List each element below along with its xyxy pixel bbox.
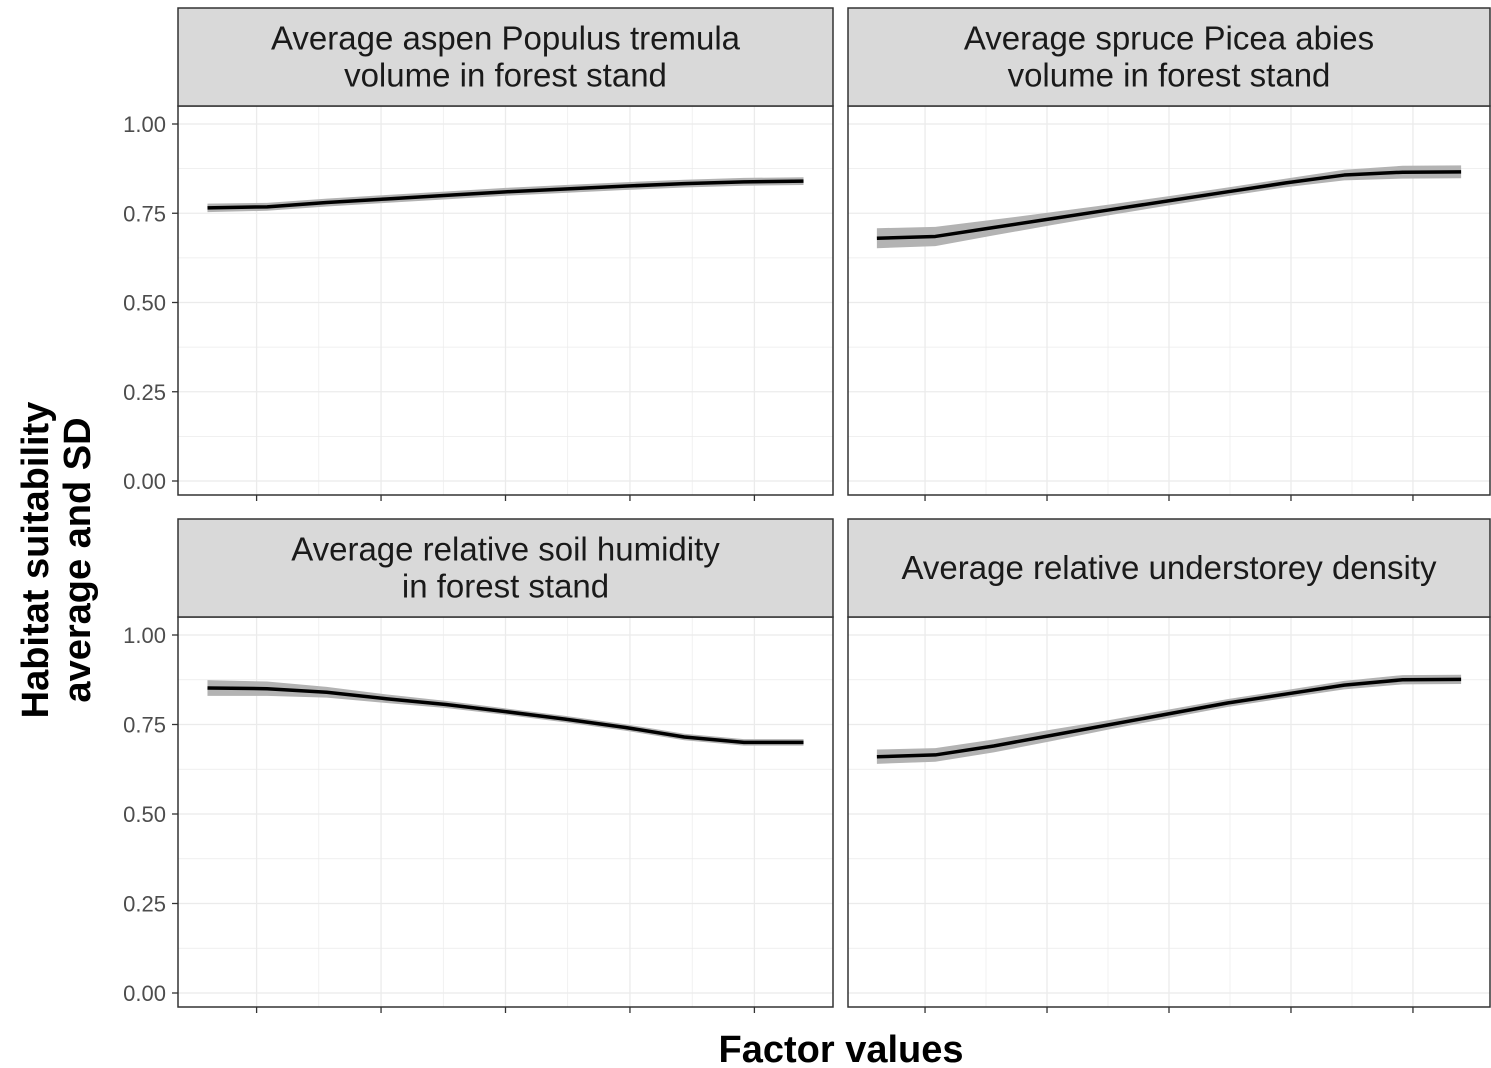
y-axis-title-line-1: Habitat suitability [15, 402, 57, 719]
facet-strip [847, 7, 1491, 107]
facet-strip [177, 7, 834, 107]
sd-ribbon [876, 165, 1462, 249]
mean-line [207, 179, 804, 210]
y-tick-label: 0.75 [123, 713, 166, 738]
facet-title-line: in forest stand [402, 568, 609, 605]
y-tick-label: 0.50 [123, 802, 166, 827]
facet-title-line: volume in forest stand [344, 57, 667, 94]
mean-line [207, 686, 804, 745]
y-tick-label: 0.75 [123, 201, 166, 226]
facet-title-line: Average aspen Populus tremula [271, 20, 741, 57]
facet-strip [847, 518, 1491, 618]
facet-title-line: Average spruce Picea abies [964, 20, 1374, 57]
facet-strip [177, 518, 834, 618]
facet-title-line: Average relative soil humidity [291, 531, 720, 568]
y-tick-label: 0.25 [123, 892, 166, 917]
y-tick-label: 1.00 [123, 112, 166, 137]
y-tick-label: 0.25 [123, 380, 166, 405]
x-axis-title: Factor values [719, 1029, 964, 1068]
y-tick-label: 0.00 [123, 981, 166, 1006]
facet-title-line: volume in forest stand [1008, 57, 1331, 94]
y-axis-title: Habitat suitability average and SD [15, 402, 99, 719]
facet-title-line: Average relative understorey density [901, 549, 1437, 586]
panel-4: Average relative understorey density [847, 518, 1491, 1013]
y-tick-label: 1.00 [123, 623, 166, 648]
mean-line [876, 170, 1462, 240]
y-tick-label: 0.50 [123, 291, 166, 316]
y-axis-title-line-2: average and SD [57, 417, 99, 702]
y-tick-label: 0.00 [123, 469, 166, 494]
mean-line [876, 677, 1462, 759]
